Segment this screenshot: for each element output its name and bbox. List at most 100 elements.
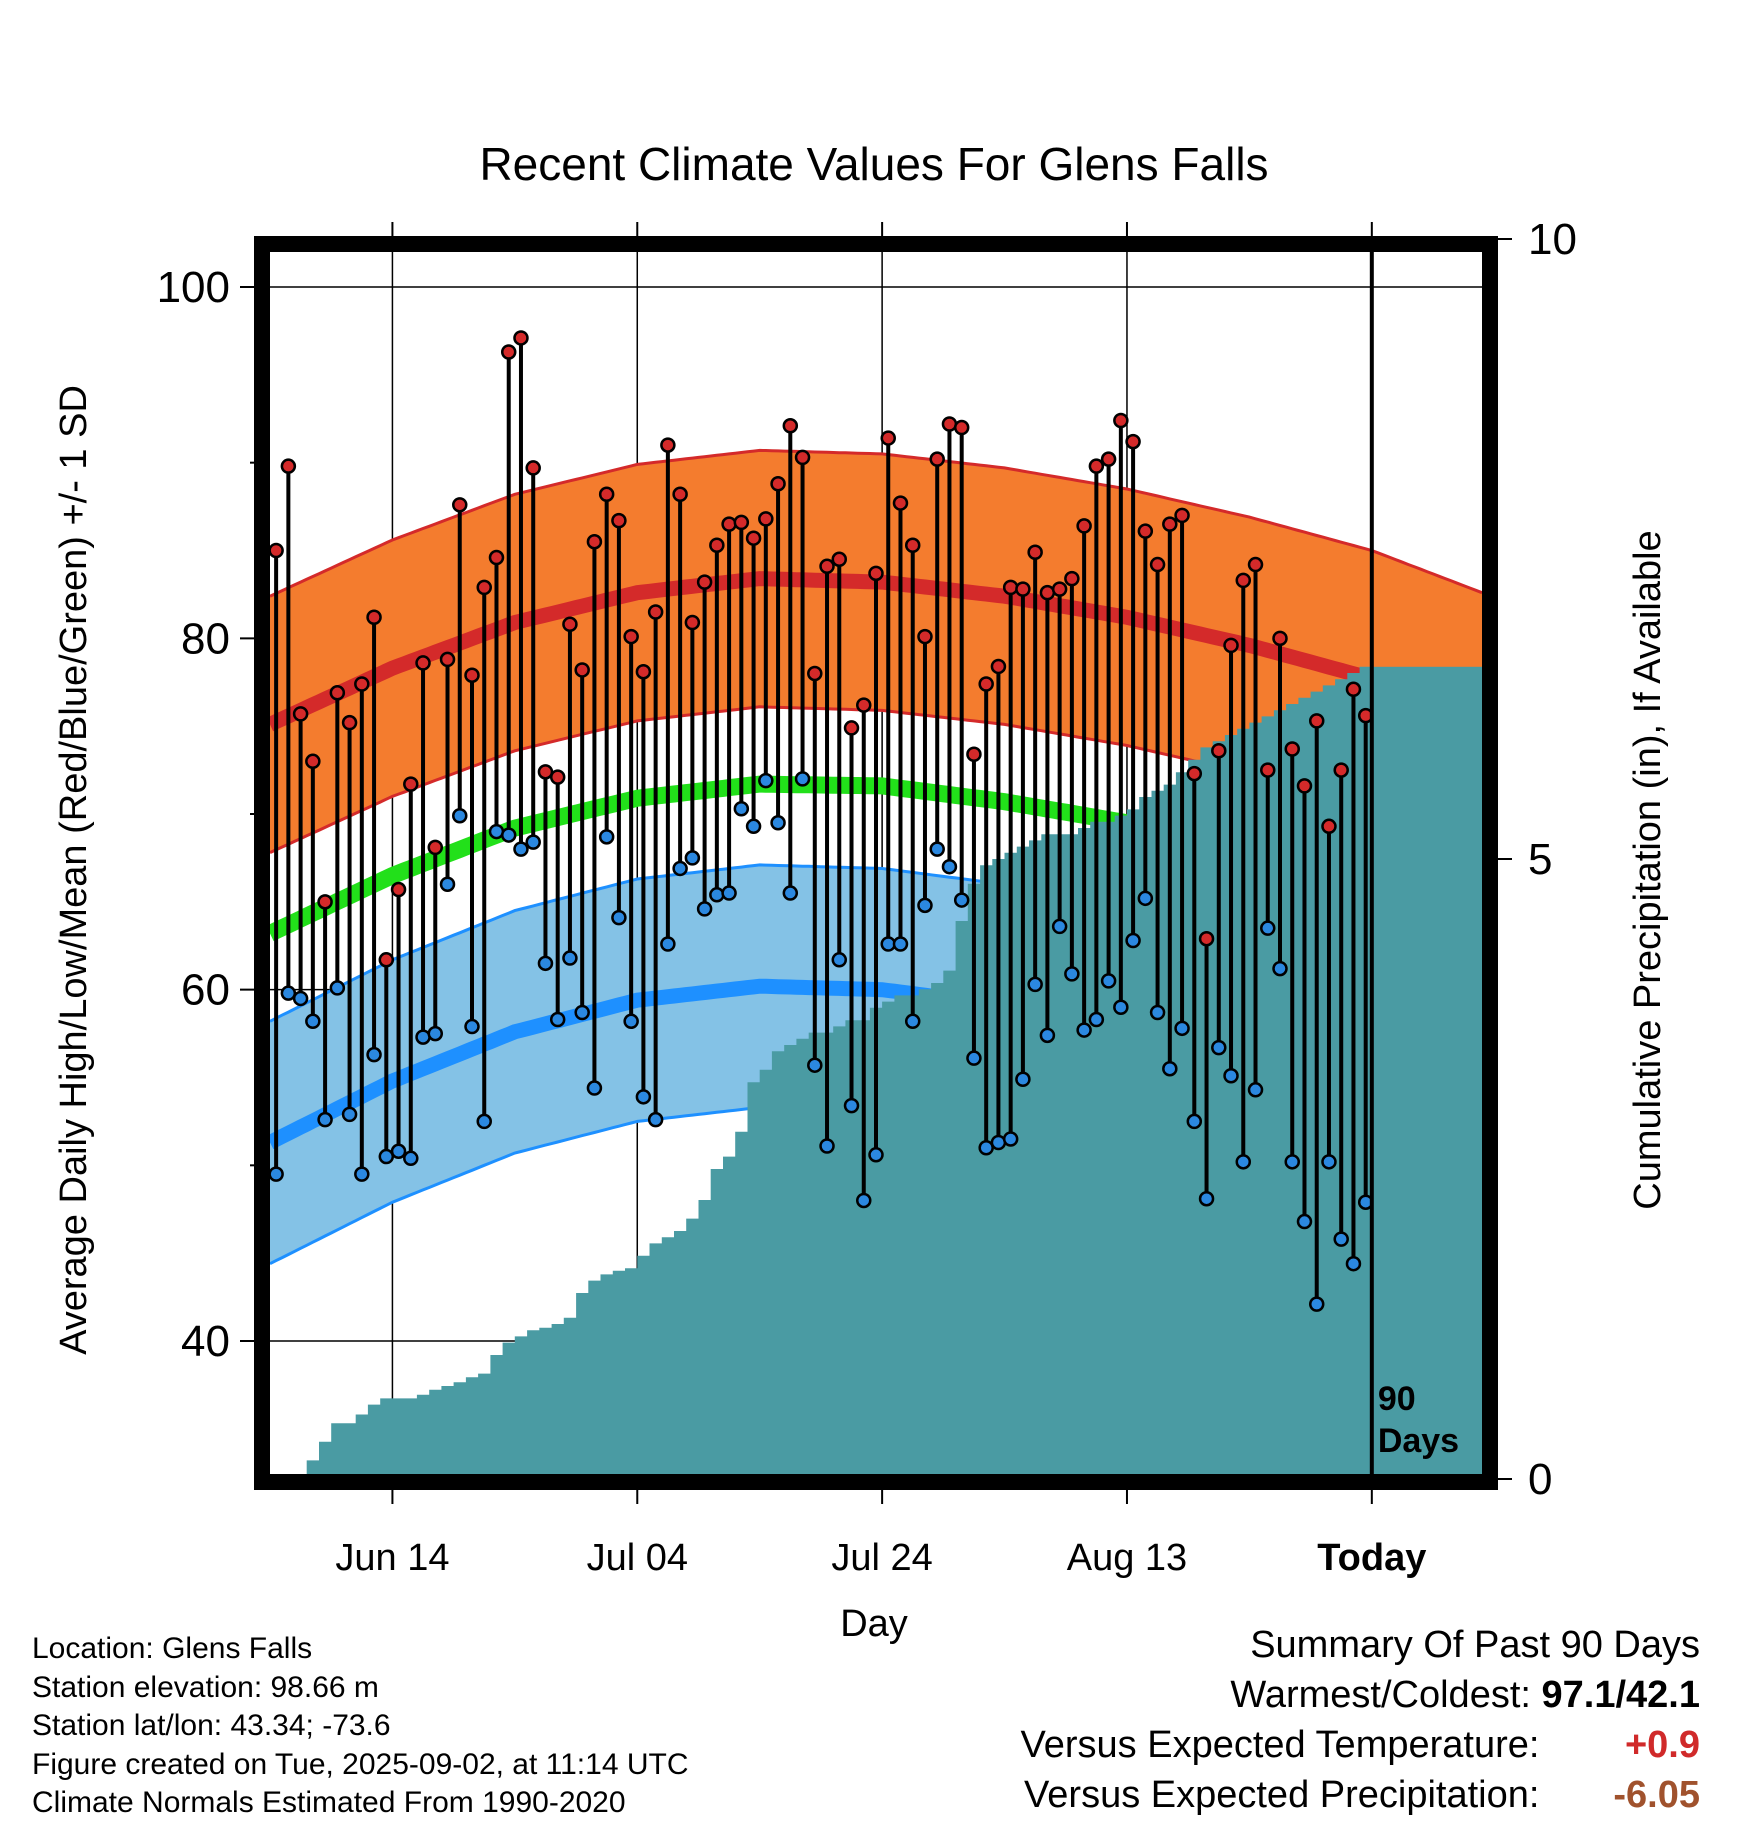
precipitation-extension (1371, 666, 1490, 1482)
low-point-87 (1333, 1231, 1349, 1247)
plot-area: 90 Days (262, 244, 1490, 1482)
temp-row: Versus Expected Temperature: +0.9 (1021, 1720, 1700, 1770)
low-point-22 (537, 955, 554, 972)
low-point-83 (1284, 1154, 1300, 1170)
high-point-40 (758, 511, 774, 527)
x-tick-label-4: Today (1317, 1537, 1426, 1579)
high-point-6 (341, 714, 358, 731)
low-point-28 (611, 909, 627, 926)
high-point-9 (378, 952, 395, 968)
y-axis-label: Average Daily High/Low/Mean (Red/Blue/Gr… (53, 385, 95, 1355)
low-point-57 (966, 1050, 982, 1066)
high-point-16 (464, 667, 480, 683)
high-point-80 (1247, 556, 1264, 573)
temp-label: Versus Expected Temperature: (1020, 1724, 1540, 1766)
today-period-label: 90 Days (1378, 1380, 1459, 1460)
x-axis-label: Day (840, 1603, 908, 1645)
high-point-54 (929, 451, 945, 467)
plot-frame (254, 236, 1498, 1490)
low-point-40 (758, 772, 774, 789)
high-point-62 (1027, 544, 1043, 561)
warmest-row: Warmest/Coldest: 97.1/42.1 (1021, 1670, 1700, 1720)
warmest-value: 97.1/42.1 (1541, 1674, 1700, 1716)
high-point-76 (1198, 930, 1215, 947)
high-point-59 (990, 658, 1007, 675)
high-point-56 (953, 419, 970, 436)
high-point-74 (1174, 507, 1190, 524)
low-point-13 (427, 1025, 444, 1042)
low-point-44 (807, 1057, 823, 1073)
low-point-32 (660, 936, 676, 952)
low-point-74 (1174, 1020, 1190, 1037)
low-point-9 (378, 1148, 395, 1165)
high-point-49 (868, 565, 884, 582)
low-point-54 (929, 841, 945, 857)
high-point-39 (745, 530, 762, 546)
high-band-upper-edge (269, 448, 1483, 598)
created-text: Figure created on Tue, 2025-09-02, at 11… (32, 1747, 689, 1781)
high-point-61 (1015, 581, 1031, 597)
high-point-11 (403, 776, 419, 792)
high-point-29 (623, 628, 639, 645)
low-point-72 (1149, 1004, 1166, 1021)
elevation-text: Station elevation: 98.66 m (32, 1670, 379, 1704)
low-point-47 (843, 1097, 860, 1114)
high-point-27 (598, 486, 615, 503)
high-point-44 (807, 665, 823, 682)
low-point-80 (1247, 1082, 1264, 1098)
low-point-19 (500, 827, 517, 843)
high-point-15 (452, 497, 468, 513)
low-point-36 (709, 887, 725, 903)
low-point-62 (1027, 976, 1043, 993)
high-point-33 (672, 486, 688, 503)
high-point-38 (733, 514, 750, 531)
low-point-16 (464, 1018, 480, 1035)
high-point-26 (586, 533, 603, 550)
high-point-79 (1235, 572, 1252, 589)
low-point-39 (745, 818, 762, 835)
low-point-2 (292, 990, 309, 1007)
y-tick-label-3: 40 (181, 1317, 230, 1366)
temp-value: +0.9 (1624, 1724, 1700, 1766)
high-point-65 (1064, 570, 1080, 587)
high-point-83 (1284, 741, 1300, 757)
low-point-67 (1088, 1011, 1105, 1028)
high-point-32 (660, 437, 676, 453)
high-point-75 (1186, 765, 1203, 782)
high-point-42 (782, 418, 799, 434)
high-point-17 (476, 579, 492, 596)
low-point-8 (366, 1046, 382, 1063)
low-point-46 (831, 952, 848, 968)
low-point-71 (1137, 890, 1154, 907)
x-tick-label-1: Jul 04 (587, 1537, 688, 1579)
low-point-15 (452, 808, 468, 824)
low-point-84 (1296, 1213, 1313, 1230)
high-point-87 (1333, 762, 1349, 778)
today-period-label-line-1: Days (1378, 1422, 1459, 1460)
high-point-3 (305, 753, 321, 770)
high-point-50 (880, 430, 896, 446)
warmest-label: Warmest/Coldest: (1230, 1674, 1531, 1716)
low-point-6 (341, 1106, 358, 1123)
high-point-24 (562, 616, 578, 633)
low-point-1 (280, 985, 297, 1001)
low-point-26 (586, 1080, 603, 1096)
low-point-34 (684, 850, 701, 866)
high-point-86 (1321, 818, 1337, 835)
summary-title: Summary Of Past 90 Days (1250, 1624, 1700, 1666)
low-point-60 (1002, 1131, 1019, 1147)
y2-tick-label-2: 5 (1528, 835, 1552, 884)
high-point-63 (1039, 584, 1056, 601)
high-point-10 (390, 881, 407, 898)
high-point-21 (525, 460, 541, 476)
high-point-25 (574, 662, 590, 678)
low-point-49 (868, 1147, 884, 1163)
high-point-85 (1308, 713, 1325, 729)
low-point-45 (819, 1138, 835, 1154)
low-point-75 (1186, 1113, 1203, 1130)
high-point-57 (966, 746, 982, 763)
low-point-7 (354, 1166, 370, 1182)
high-point-20 (513, 330, 529, 346)
high-point-13 (427, 839, 444, 856)
